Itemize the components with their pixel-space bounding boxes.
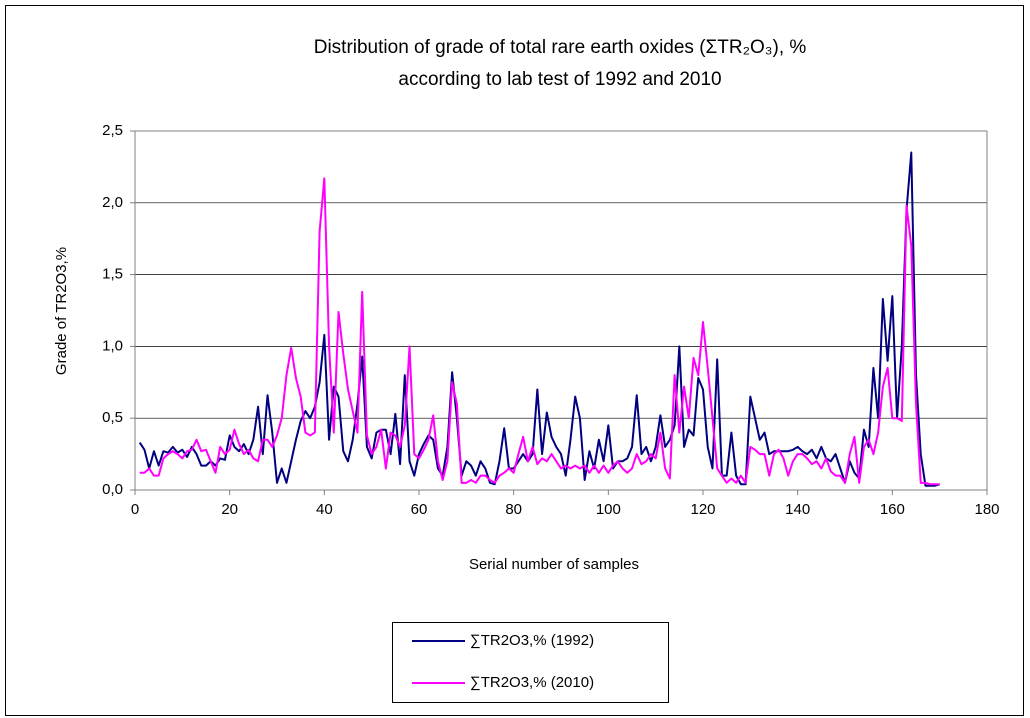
y-tick-label: 0,5 (102, 409, 123, 426)
legend-label: ∑TR2O3,% (1992) (470, 632, 594, 649)
x-tick-label: 180 (974, 501, 999, 518)
legend-box (392, 622, 669, 703)
x-tick-label: 0 (131, 501, 139, 518)
y-tick-label: 0,0 (102, 481, 123, 498)
x-tick-label: 100 (596, 501, 621, 518)
y-tick-label: 1,5 (102, 266, 123, 283)
series-line (139, 177, 940, 486)
x-tick-label: 160 (880, 501, 905, 518)
y-tick-label: 1,0 (102, 337, 123, 354)
chart-title: Distribution of grade of total rare eart… (314, 37, 807, 58)
y-axis-label: Grade of TR2O3,% (53, 247, 70, 375)
x-tick-label: 20 (221, 501, 238, 518)
x-tick-label: 40 (316, 501, 333, 518)
x-tick-label: 120 (690, 501, 715, 518)
series-line (138, 151, 940, 487)
y-tick-label: 2,5 (102, 122, 123, 139)
x-axis-label: Serial number of samples (469, 556, 639, 573)
legend-label: ∑TR2O3,% (2010) (470, 674, 594, 691)
x-tick-label: 80 (505, 501, 522, 518)
x-tick-label: 140 (785, 501, 810, 518)
chart-subtitle: according to lab test of 1992 and 2010 (398, 69, 721, 90)
chart-border (5, 5, 1024, 716)
y-tick-label: 2,0 (102, 194, 123, 211)
x-tick-label: 60 (411, 501, 428, 518)
